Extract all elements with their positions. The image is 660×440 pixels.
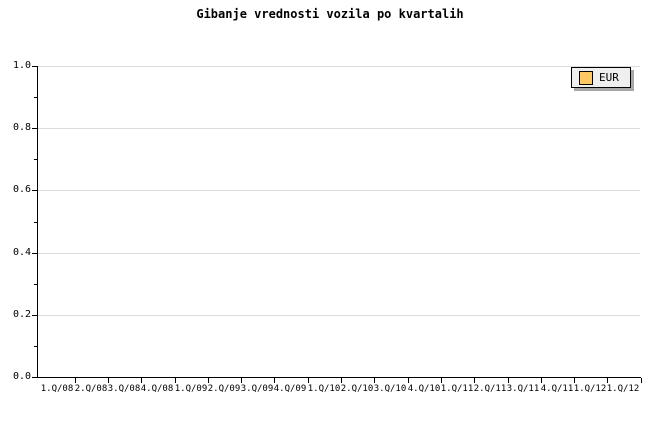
x-tick <box>474 378 475 383</box>
x-tick-label: 4.Q/08 <box>140 384 174 394</box>
y-tick-label: 0.2 <box>12 309 31 320</box>
y-minor-tick <box>34 159 37 160</box>
x-tick <box>241 378 242 383</box>
y-gridline <box>38 190 640 191</box>
x-tick-label: 3.Q/08 <box>107 384 141 394</box>
x-tick-label: 1.Q/12 <box>606 384 640 394</box>
x-tick <box>574 378 575 383</box>
y-gridline <box>38 66 640 67</box>
x-tick-label: 3.Q/10 <box>373 384 407 394</box>
y-gridline <box>38 315 640 316</box>
x-tick <box>641 378 642 383</box>
legend: EUR <box>571 67 631 88</box>
x-tick-label: 3.Q/11 <box>506 384 540 394</box>
y-major-tick <box>32 128 37 129</box>
x-tick <box>508 378 509 383</box>
y-minor-tick <box>34 346 37 347</box>
x-tick <box>141 378 142 383</box>
y-tick-label: 1.0 <box>12 60 31 71</box>
x-tick <box>341 378 342 383</box>
x-tick-label: 2.Q/10 <box>340 384 374 394</box>
x-tick <box>441 378 442 383</box>
x-tick <box>308 378 309 383</box>
x-tick <box>408 378 409 383</box>
y-minor-tick <box>34 284 37 285</box>
y-tick-label: 0.0 <box>12 371 31 382</box>
x-tick <box>274 378 275 383</box>
x-tick-label: 2.Q/11 <box>473 384 507 394</box>
x-tick-label: 2.Q/09 <box>207 384 241 394</box>
y-major-tick <box>32 66 37 67</box>
x-tick-label: 4.Q/11 <box>540 384 574 394</box>
x-tick-label: 2.Q/08 <box>74 384 108 394</box>
y-tick-label: 0.8 <box>12 122 31 133</box>
x-tick-label: 4.Q/10 <box>407 384 441 394</box>
x-tick <box>541 378 542 383</box>
x-tick <box>175 378 176 383</box>
x-tick <box>75 378 76 383</box>
y-tick-label: 0.6 <box>12 184 31 195</box>
y-gridline <box>38 128 640 129</box>
legend-swatch-eur <box>579 70 593 85</box>
legend-label-eur: EUR <box>599 71 619 84</box>
x-tick <box>374 378 375 383</box>
x-tick <box>208 378 209 383</box>
y-gridline <box>38 253 640 254</box>
chart-title: Gibanje vrednosti vozila po kvartalih <box>196 7 464 21</box>
y-major-tick <box>32 253 37 254</box>
x-tick-label: 1.Q/09 <box>174 384 208 394</box>
x-tick-label: 3.Q/09 <box>240 384 274 394</box>
x-tick-label: 1.Q/08 <box>40 384 74 394</box>
y-axis-line <box>37 66 38 378</box>
x-tick <box>108 378 109 383</box>
x-tick-label: 1.Q/11 <box>440 384 474 394</box>
x-tick-label: 4.Q/09 <box>273 384 307 394</box>
y-minor-tick <box>34 97 37 98</box>
y-major-tick <box>32 315 37 316</box>
y-major-tick <box>32 377 37 378</box>
y-major-tick <box>32 190 37 191</box>
x-axis-line <box>37 377 641 378</box>
x-tick <box>607 378 608 383</box>
x-tick-label: 1.Q/12 <box>573 384 607 394</box>
y-minor-tick <box>34 222 37 223</box>
y-tick-label: 0.4 <box>12 247 31 258</box>
x-tick-label: 1.Q/10 <box>307 384 341 394</box>
